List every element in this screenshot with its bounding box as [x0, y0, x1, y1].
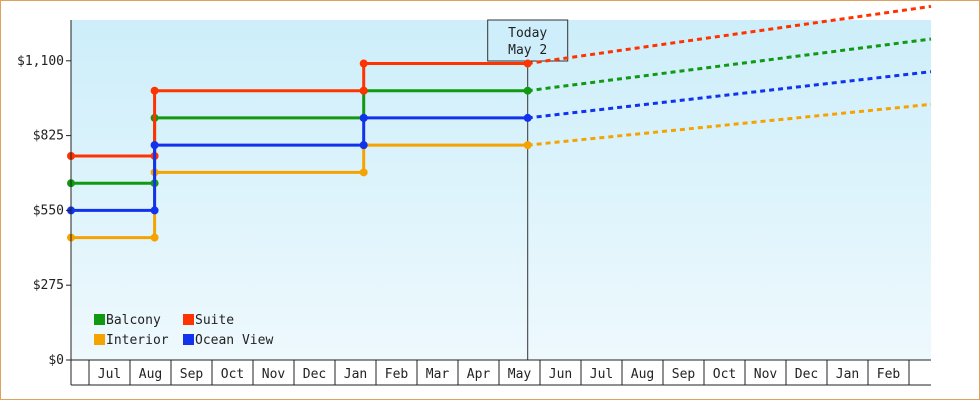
legend-swatch [183, 334, 194, 345]
series-line [71, 62, 528, 158]
projection-line [527, 102, 932, 147]
x-tick-label: Feb [877, 367, 901, 382]
legend-label: Ocean View [195, 333, 273, 348]
series-lines [67, 4, 932, 242]
data-point [150, 206, 159, 215]
series-line [71, 143, 528, 240]
x-tick-label: Aug [139, 367, 162, 382]
projection-line [527, 37, 932, 93]
y-tick-label: $550 [33, 203, 64, 218]
x-tick-label: Sep [180, 367, 204, 382]
data-point [150, 86, 159, 95]
legend-swatch [94, 314, 105, 325]
x-tick-label: Jan [836, 367, 859, 382]
projection-line [527, 4, 932, 66]
series-line [71, 89, 528, 185]
data-point [150, 141, 159, 150]
x-tick-label: Dec [795, 367, 818, 382]
y-tick-label: $275 [33, 278, 64, 293]
data-point [150, 233, 159, 242]
today-marker: Today May 2 [487, 19, 569, 360]
projection-line [527, 70, 932, 120]
x-tick-label: Nov [754, 367, 778, 382]
plot-area [71, 20, 931, 360]
legend-swatch [94, 334, 105, 345]
legend-item: Suite [183, 313, 234, 328]
x-tick-label: Jan [344, 367, 367, 382]
x-tick-label: Aug [631, 367, 654, 382]
y-tick-label: $1,100 [17, 54, 64, 69]
legend-item: Ocean View [183, 333, 273, 348]
today-label: Today [508, 26, 547, 41]
x-tick-label: Nov [262, 367, 286, 382]
data-point [359, 59, 368, 68]
data-point [359, 141, 368, 150]
x-tick-label: Oct [713, 367, 736, 382]
legend-swatch [183, 314, 194, 325]
legend-label: Interior [106, 333, 169, 348]
data-point [523, 59, 532, 68]
data-point [359, 113, 368, 122]
x-tick-label: Apr [467, 367, 491, 382]
x-tick-label: Jul [590, 367, 613, 382]
series-line [71, 116, 528, 212]
today-date: May 2 [508, 43, 547, 58]
y-tick-label: $825 [33, 129, 64, 144]
legend-label: Balcony [106, 313, 161, 328]
x-tick-label: Feb [385, 367, 409, 382]
legend-label: Suite [195, 313, 234, 328]
x-tick-label: Jun [549, 367, 572, 382]
data-point [359, 168, 368, 177]
x-tick-label: May [508, 367, 532, 382]
series-ocean-view [67, 70, 932, 215]
series-suite [67, 4, 932, 160]
x-tick-label: Oct [221, 367, 244, 382]
legend: Balcony Suite Interior Ocean View [94, 313, 273, 348]
x-tick-label: Dec [303, 367, 326, 382]
legend-item: Interior [94, 333, 169, 348]
today-box [487, 19, 569, 62]
x-tick-label: Mar [426, 367, 450, 382]
axes: $0 $275 $550 $825 $1,100 Jul Aug Sep Oct Nov Dec Ja… [17, 20, 931, 386]
x-tick-label: Jul [98, 367, 121, 382]
legend-item: Balcony [94, 313, 161, 328]
y-tick-label: $0 [48, 353, 64, 368]
data-point [359, 86, 368, 95]
x-tick-label: Sep [672, 367, 696, 382]
